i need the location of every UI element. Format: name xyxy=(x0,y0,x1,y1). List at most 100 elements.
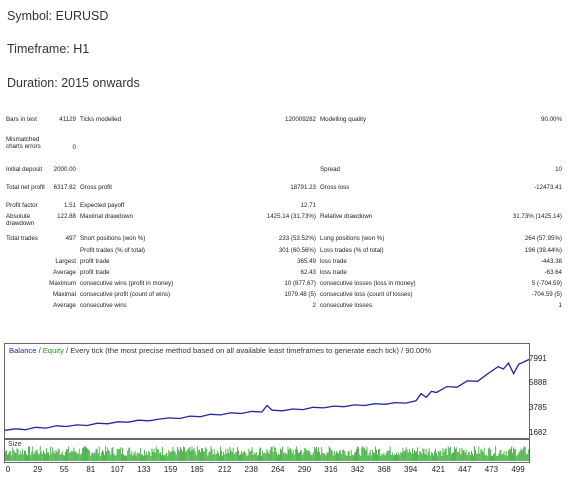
size-bar xyxy=(287,446,289,461)
size-bar xyxy=(324,453,326,461)
y-tick-label: 1682 xyxy=(529,428,547,437)
size-bar xyxy=(466,455,468,461)
size-bar xyxy=(521,450,523,461)
report-value: 301 (60.56%) xyxy=(278,247,316,254)
size-bar xyxy=(384,455,386,461)
report-label: Average xyxy=(53,269,76,276)
size-bar xyxy=(168,450,170,461)
report-label: Maximum xyxy=(49,280,76,287)
size-bar xyxy=(176,447,178,461)
size-bar xyxy=(88,449,90,461)
size-bar xyxy=(182,451,183,461)
size-bar xyxy=(315,448,316,461)
size-bar xyxy=(369,449,371,461)
size-bar xyxy=(342,450,344,461)
size-bar xyxy=(158,453,160,461)
size-bar xyxy=(215,454,217,461)
size-bar xyxy=(348,451,350,461)
size-bar xyxy=(150,455,152,461)
report-label: Ticks modelled xyxy=(80,116,122,123)
size-bar xyxy=(167,455,169,461)
size-bar xyxy=(471,450,472,461)
size-bar xyxy=(47,452,48,461)
size-bar xyxy=(154,452,156,461)
size-bar xyxy=(524,447,526,461)
size-bar xyxy=(444,449,446,461)
size-bar xyxy=(346,456,348,461)
report-label: Maximal drawdown xyxy=(80,213,133,220)
size-bar xyxy=(228,452,230,461)
size-bar xyxy=(357,446,358,461)
size-bar xyxy=(484,455,486,461)
size-bar xyxy=(95,449,97,461)
size-bar xyxy=(240,454,241,461)
size-bar xyxy=(153,448,155,461)
size-bar xyxy=(254,453,256,461)
size-bar xyxy=(108,450,110,461)
size-bar xyxy=(96,448,98,461)
report-value: 122.88 xyxy=(57,213,76,220)
size-bar xyxy=(513,447,514,461)
size-bar xyxy=(128,447,130,461)
size-bar xyxy=(221,450,222,461)
report-label: Spread xyxy=(320,166,340,173)
report-row: Average profit trade 62.43 loss trade -6… xyxy=(4,269,564,280)
size-bar xyxy=(338,453,339,461)
size-bar xyxy=(60,453,62,461)
size-bar xyxy=(367,455,369,461)
size-bar xyxy=(109,451,111,461)
size-bar xyxy=(409,451,411,461)
size-bar xyxy=(368,452,370,461)
size-bar xyxy=(57,448,59,461)
size-bar xyxy=(124,455,125,461)
size-bar xyxy=(85,446,86,461)
size-bar xyxy=(517,454,519,461)
size-bar xyxy=(461,448,463,461)
report-value: 196 (39.44%) xyxy=(524,247,562,254)
size-bar xyxy=(239,455,240,461)
size-bar xyxy=(225,449,227,461)
size-bar xyxy=(280,448,281,461)
size-bar xyxy=(114,455,116,461)
size-bar xyxy=(34,451,36,461)
report-label: Expected payoff xyxy=(80,202,125,209)
size-bar xyxy=(358,447,359,461)
size-bar xyxy=(105,446,106,461)
size-bar xyxy=(352,455,354,461)
size-bar xyxy=(363,447,365,461)
size-bar xyxy=(223,452,224,461)
size-bar xyxy=(399,455,401,461)
size-bar xyxy=(453,452,454,461)
size-bar xyxy=(494,453,495,461)
size-bar xyxy=(316,446,317,461)
size-bar xyxy=(162,447,163,461)
size-bar xyxy=(102,450,103,461)
size-bar xyxy=(362,446,364,461)
size-bar xyxy=(61,451,63,461)
size-bar xyxy=(491,455,492,461)
size-bar xyxy=(156,448,158,461)
size-bar xyxy=(234,452,236,461)
size-bar xyxy=(400,451,402,461)
chart-caption: Balance / Equity / Every tick (the most … xyxy=(9,346,431,355)
report-label: profit trade xyxy=(80,258,110,265)
size-bar xyxy=(416,451,417,461)
size-bar xyxy=(20,453,22,461)
size-bar xyxy=(347,451,349,461)
size-bar xyxy=(335,454,336,461)
size-bar xyxy=(173,450,175,461)
size-bar xyxy=(67,449,68,461)
size-bar xyxy=(89,450,91,461)
size-bar xyxy=(166,453,168,461)
report-label: loss trade xyxy=(320,269,347,276)
size-bar xyxy=(133,453,135,461)
size-bar xyxy=(252,455,254,461)
size-bar xyxy=(63,455,64,461)
size-bar xyxy=(190,450,192,461)
x-tick-label: 264 xyxy=(271,465,285,474)
size-bar xyxy=(230,450,232,461)
size-bar xyxy=(26,454,27,461)
size-bar xyxy=(397,454,398,461)
size-bar xyxy=(480,448,482,461)
size-bar xyxy=(498,453,500,461)
